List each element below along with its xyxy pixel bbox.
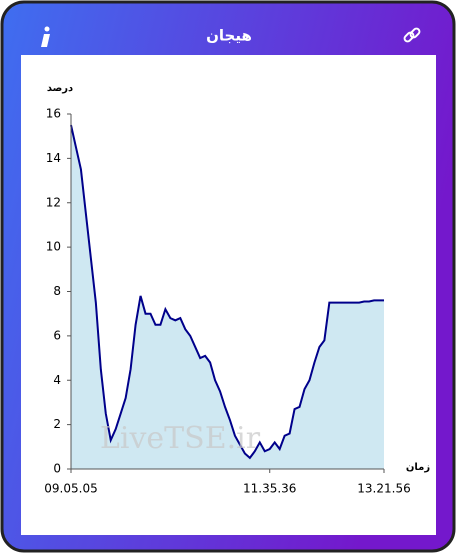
y-axis-label: درصد [47, 83, 73, 94]
link-icon[interactable] [403, 27, 421, 43]
x-tick-label: 13.21.56 [357, 482, 410, 496]
x-tick-label: 09.05.05 [44, 482, 97, 496]
watermark: LiveTSE.ir [100, 421, 261, 456]
y-tick-label: 2 [53, 417, 61, 431]
y-tick-label: 0 [53, 462, 61, 476]
x-tick-label: 11.35.36 [243, 482, 296, 496]
y-tick-label: 16 [46, 107, 61, 121]
area-fill [71, 125, 384, 469]
line [70, 124, 384, 460]
y-tick-label: 10 [46, 240, 61, 254]
y-tick-label: 6 [53, 328, 61, 342]
y-tick-label: 12 [46, 195, 61, 209]
y-tick-label: 4 [53, 373, 61, 387]
chart-title: هیجان [206, 27, 252, 45]
y-tick-label: 8 [53, 284, 61, 298]
y-tick-label: 14 [46, 151, 61, 165]
info-icon[interactable] [41, 26, 50, 48]
x-axis-label: زمان [406, 462, 430, 473]
